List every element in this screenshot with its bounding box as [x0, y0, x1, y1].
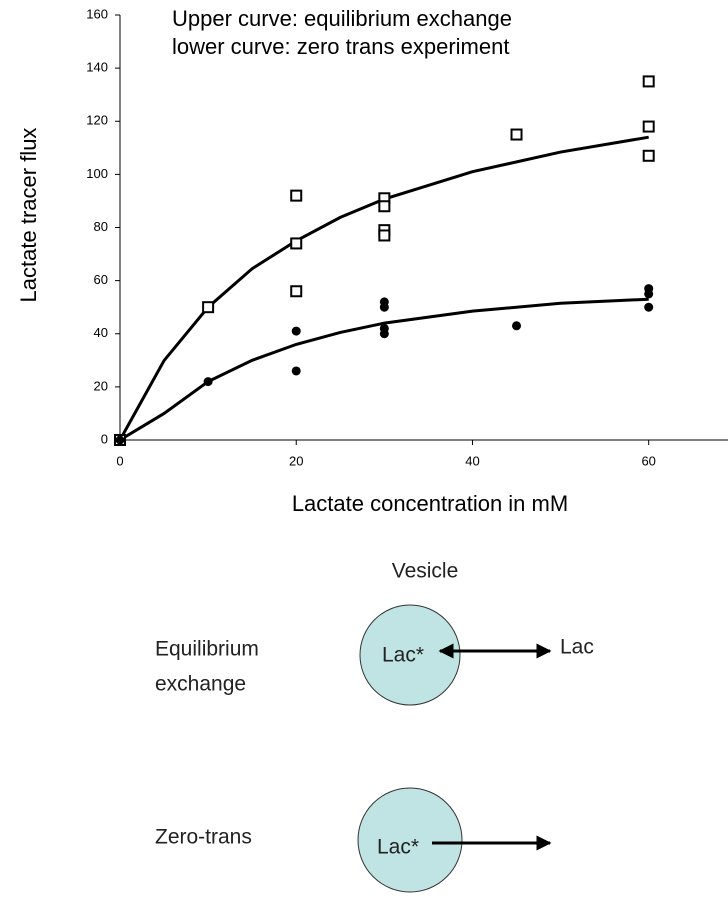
x-tick-label: 40 — [465, 453, 479, 468]
row-label: Zero-trans — [155, 826, 252, 849]
annotation: lower curve: zero trans experiment — [172, 34, 509, 59]
x-tick-label: 60 — [641, 453, 655, 468]
x-tick-label: 0 — [116, 453, 123, 468]
point — [291, 191, 301, 201]
y-tick-label: 60 — [94, 272, 108, 287]
page: Upper curve: equilibrium exchange lower … — [0, 0, 728, 908]
point — [291, 286, 301, 296]
diagram-title: Vesicle — [392, 560, 459, 583]
outside-label: Lac — [560, 636, 594, 659]
inside-label: Lac* — [382, 644, 424, 667]
point — [380, 329, 389, 338]
y-tick-label: 0 — [101, 431, 108, 446]
point — [116, 436, 125, 445]
y-tick-label: 120 — [86, 113, 108, 128]
point — [379, 201, 389, 211]
point — [380, 303, 389, 312]
fit-curve — [120, 137, 649, 440]
y-tick-label: 20 — [94, 378, 108, 393]
y-tick-label: 140 — [86, 60, 108, 75]
y-tick-label: 40 — [94, 325, 108, 340]
point — [204, 377, 213, 386]
point — [644, 303, 653, 312]
y-tick-label: 80 — [94, 219, 108, 234]
diagram: Vesicle Equilibrium exchange Lac* Lac Ze… — [155, 560, 594, 892]
point — [644, 122, 654, 132]
x-axis-label: Lactate concentration in mM — [292, 491, 568, 516]
point — [644, 289, 653, 298]
point — [512, 130, 522, 140]
inside-label: Lac* — [377, 836, 419, 859]
row-label: exchange — [155, 673, 246, 696]
row-label: Equilibrium — [155, 638, 259, 661]
point — [379, 230, 389, 240]
point — [644, 76, 654, 86]
fit-curve — [120, 299, 649, 440]
point — [291, 238, 301, 248]
point — [292, 327, 301, 336]
x-tick-label: 20 — [289, 453, 303, 468]
point — [512, 321, 521, 330]
y-tick-label: 160 — [86, 6, 108, 21]
annotation: Upper curve: equilibrium exchange — [172, 6, 512, 31]
y-tick-label: 100 — [86, 166, 108, 181]
point — [644, 151, 654, 161]
point — [203, 302, 213, 312]
point — [292, 366, 301, 375]
y-axis-label: Lactate tracer flux — [16, 128, 41, 303]
